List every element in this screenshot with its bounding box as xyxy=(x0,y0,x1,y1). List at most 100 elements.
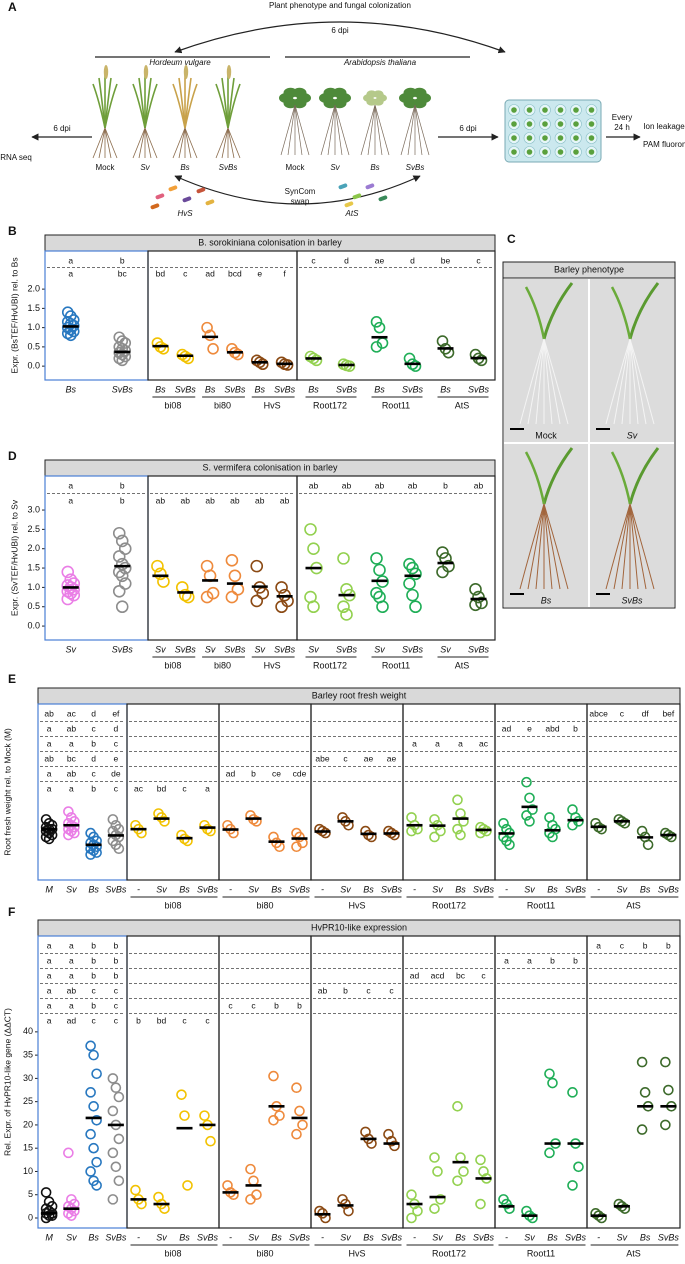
data-point xyxy=(403,557,416,571)
x-tick-label: Bs xyxy=(455,1232,466,1242)
arabidopsis-root xyxy=(400,104,416,156)
label: 24 h xyxy=(614,123,630,132)
label: SynCom xyxy=(285,187,316,196)
x-tick-label: - xyxy=(505,1232,508,1242)
label: Hordeum vulgare xyxy=(149,58,211,67)
section-label: bi80 xyxy=(256,1248,273,1258)
data-point xyxy=(596,823,607,835)
section-label: AtS xyxy=(626,900,641,910)
bacterium xyxy=(150,203,160,210)
section-label: bi08 xyxy=(164,660,181,670)
x-tick-label: M xyxy=(45,884,53,894)
photo-title: Barley phenotype xyxy=(554,264,624,274)
section-label: bi80 xyxy=(214,660,231,670)
root xyxy=(621,338,631,425)
data-point xyxy=(268,1114,279,1126)
shoot xyxy=(542,282,574,340)
x-tick-label: Bs xyxy=(308,384,319,394)
data-point xyxy=(113,1133,125,1145)
data-point xyxy=(432,1166,443,1177)
root xyxy=(629,338,647,425)
data-point xyxy=(567,1180,578,1191)
data-point xyxy=(636,825,648,837)
data-point xyxy=(429,1203,440,1214)
section-label: bi08 xyxy=(164,400,181,410)
barley-root xyxy=(215,127,229,159)
significance-letter: a xyxy=(412,738,417,748)
arabidopsis-root xyxy=(360,104,376,156)
y-axis-title: Root fresh weight rel. to Mock (M) xyxy=(2,728,12,856)
significance-letter: d xyxy=(91,708,96,718)
bottom-arc xyxy=(174,175,421,205)
significance-letter: c xyxy=(92,723,97,733)
data-point xyxy=(660,1119,671,1131)
group-box xyxy=(44,250,149,381)
significance-letter: c xyxy=(182,1015,187,1025)
seedling xyxy=(511,135,517,141)
data-point xyxy=(547,831,558,843)
significance-letter: ae xyxy=(364,753,374,763)
x-tick-label: Bs xyxy=(65,384,76,394)
x-tick-label: Bs xyxy=(455,884,466,894)
section-label: Root11 xyxy=(382,400,410,410)
barley-root xyxy=(221,127,229,159)
significance-letter: c xyxy=(366,985,371,995)
data-point xyxy=(429,1152,440,1163)
data-point xyxy=(69,827,80,839)
significance-letter: a xyxy=(47,723,52,733)
data-point xyxy=(642,839,654,851)
y-tick-label: 2.0 xyxy=(27,283,40,293)
significance-letter: ab xyxy=(67,985,77,995)
section-label: Root172 xyxy=(432,1248,466,1258)
data-point xyxy=(524,792,535,804)
label: Mock xyxy=(95,163,115,172)
data-point xyxy=(107,814,119,825)
significance-letter: b xyxy=(120,480,125,490)
x-tick-label: SvBs xyxy=(175,384,197,394)
arabidopsis-root xyxy=(287,104,296,156)
panel-label: D xyxy=(8,449,17,463)
x-tick-label: Sv xyxy=(340,1232,351,1242)
section-label: bi80 xyxy=(256,900,273,910)
significance-letter: bc xyxy=(118,268,128,278)
data-point xyxy=(153,1191,164,1203)
data-point xyxy=(225,590,239,604)
x-tick-label: SvBs xyxy=(112,644,134,654)
data-point xyxy=(340,608,353,621)
data-point xyxy=(360,1126,371,1138)
significance-letter: cde xyxy=(293,768,307,778)
data-point xyxy=(91,1156,102,1168)
x-tick-label: SvBs xyxy=(658,1232,680,1242)
label: Arabidopsis thaliana xyxy=(343,58,417,67)
data-point xyxy=(455,829,466,841)
significance-letter: c xyxy=(183,268,188,278)
significance-letter: a xyxy=(68,480,73,490)
x-tick-label: Sv xyxy=(248,1232,259,1242)
x-tick-label: Sv xyxy=(432,1232,443,1242)
group-box xyxy=(310,935,404,1229)
rosette-leaf xyxy=(292,87,307,98)
seedling xyxy=(557,135,564,141)
data-point xyxy=(112,526,126,540)
data-point xyxy=(159,816,170,827)
x-tick-label: Sv xyxy=(66,1232,77,1242)
data-point xyxy=(179,1110,190,1121)
x-tick-label: Sv xyxy=(205,644,216,654)
section-label: AtS xyxy=(455,400,470,410)
significance-letter: a xyxy=(47,985,52,995)
root xyxy=(519,503,545,590)
significance-letter: ab xyxy=(67,768,77,778)
significance-letter: ab xyxy=(44,708,54,718)
seedling xyxy=(511,121,517,127)
x-tick-label: Bs xyxy=(155,384,166,394)
x-tick-label: SvBs xyxy=(473,884,495,894)
shoot xyxy=(524,286,546,340)
data-point xyxy=(268,1070,279,1082)
data-point xyxy=(110,1082,122,1094)
x-tick-label: SvBs xyxy=(274,644,296,654)
x-tick-label: Bs xyxy=(88,1232,99,1242)
data-point xyxy=(544,1068,555,1080)
panel-label: B xyxy=(8,224,17,238)
data-point xyxy=(472,590,485,604)
data-point xyxy=(231,583,245,596)
